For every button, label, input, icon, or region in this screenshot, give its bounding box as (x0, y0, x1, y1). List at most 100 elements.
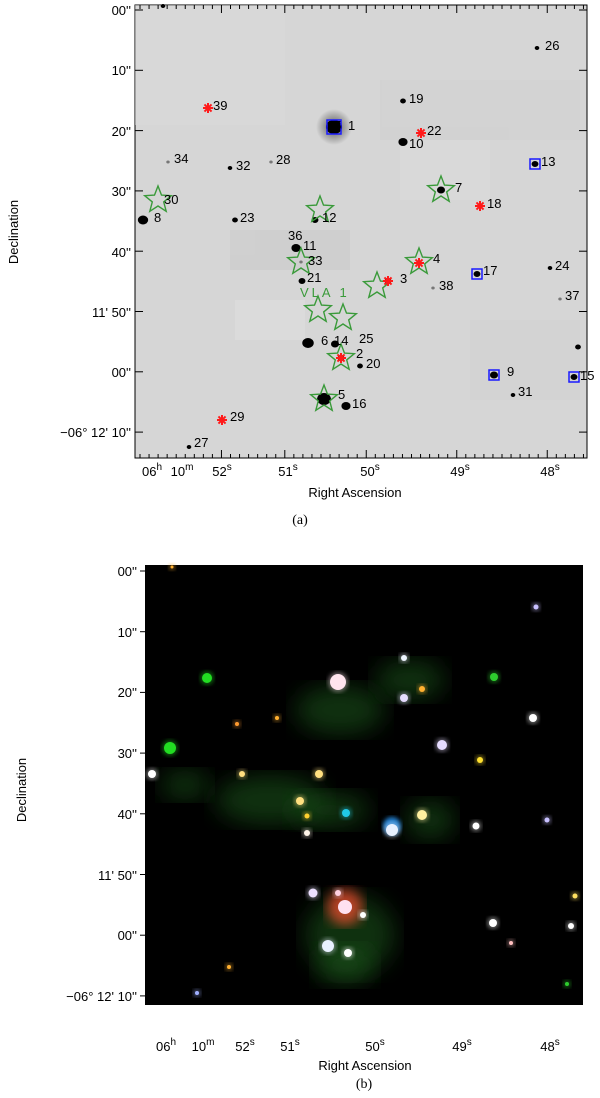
source (572, 893, 578, 899)
panel-b-sources (146, 563, 580, 997)
source (235, 722, 239, 726)
dec-tick-label: 00'' (118, 928, 137, 943)
red-asterisk-marker-icon (336, 353, 346, 363)
source-dot (357, 363, 363, 369)
source-label: 17 (483, 263, 497, 278)
source-label: 16 (352, 396, 366, 411)
source-label: 25 (359, 331, 373, 346)
source (565, 982, 569, 986)
source-dot (489, 371, 499, 379)
source-label: 38 (439, 278, 453, 293)
dec-tick-label: −06° 12' 10'' (60, 425, 131, 440)
panel-a-caption: (a) (292, 513, 308, 528)
source-dot (227, 166, 233, 170)
source-label: 20 (366, 356, 380, 371)
source-label: 7 (455, 180, 462, 195)
source-label: 24 (555, 258, 569, 273)
panel-b: 00'' 10'' 20'' 30'' 40'' 11' 50'' 00'' −… (14, 563, 583, 1092)
blue-square-marker-icon (568, 371, 580, 383)
panel-a-markers (142, 103, 580, 425)
ra-tick-label: 50s (365, 1037, 384, 1054)
source (338, 900, 352, 914)
red-asterisk-marker-icon (217, 415, 227, 425)
dec-tick-label: 10'' (112, 63, 131, 78)
source (568, 923, 574, 929)
source-dot (436, 186, 446, 194)
source-label: 12 (322, 210, 336, 225)
source-dot (166, 160, 170, 164)
source-dot (534, 46, 540, 50)
panel-a-dec-tick-labels: 00'' 10'' 20'' 30'' 40'' 11' 50'' 00'' −… (60, 3, 131, 440)
dec-tick-label: 30'' (118, 746, 137, 761)
source-label: 10 (409, 136, 423, 151)
source-label: 35 (327, 118, 341, 133)
red-asterisk-marker-icon (416, 128, 426, 138)
source-dot (510, 393, 516, 397)
source-label: 3 (400, 271, 407, 286)
source (315, 770, 323, 778)
green-nebulosity (295, 685, 385, 735)
source-dot (400, 98, 406, 104)
source-label: 19 (409, 91, 423, 106)
dec-tick-label: −06° 12' 10'' (66, 989, 137, 1004)
source-label: 26 (545, 38, 559, 53)
source-dot (531, 161, 539, 167)
dec-tick-label: 00'' (112, 365, 131, 380)
source (304, 830, 310, 836)
panel-a-y-axis-title: Declination (6, 200, 21, 264)
panel-b-caption: (b) (356, 1077, 373, 1092)
source (202, 673, 212, 683)
source-dot (291, 244, 301, 252)
ra-tick-label: 51s (280, 1037, 299, 1054)
source (342, 809, 350, 817)
ra-tick-label: 51s (278, 462, 297, 479)
source-label: 4 (433, 251, 440, 266)
source (296, 797, 304, 805)
ra-tick-label: 06h (142, 462, 162, 479)
source (477, 757, 483, 763)
source-label: 11 (303, 238, 317, 253)
ra-tick-label: 50s (360, 462, 379, 479)
green-nebulosity (315, 945, 375, 985)
source-label: 21 (307, 270, 321, 285)
source (533, 604, 539, 610)
source-dot (570, 374, 578, 380)
source (195, 991, 199, 995)
source (227, 965, 231, 969)
source (330, 674, 346, 690)
source-label: 6 (321, 333, 328, 348)
green-star-marker-icon (425, 174, 457, 203)
ra-tick-label: 52s (212, 462, 231, 479)
source-label: 13 (541, 154, 555, 169)
green-nebulosity (160, 770, 210, 800)
source (489, 919, 497, 927)
panel-b-nebulosity (160, 660, 455, 985)
dec-tick-label: 40'' (112, 245, 131, 260)
panel-a-ra-tick-labels: 06h 10m 52s 51s 50s 49s 48s (142, 462, 560, 479)
source-dot (473, 271, 481, 277)
panel-a-x-axis-title: Right Ascension (308, 485, 401, 500)
source-dot (317, 393, 331, 405)
source (490, 673, 498, 681)
source (170, 565, 174, 569)
source (335, 890, 341, 896)
source-label: 30 (164, 192, 178, 207)
source (308, 888, 318, 898)
ra-tick-label: 10m (192, 1037, 215, 1054)
ra-tick-label: 10m (171, 462, 194, 479)
panel-a-ticks (135, 5, 587, 458)
green-nebulosity (405, 800, 455, 840)
ra-tick-label: 48s (540, 1037, 559, 1054)
source-label: 22 (427, 123, 441, 138)
source-label: 18 (487, 196, 501, 211)
source-dot (330, 340, 340, 348)
source-dot (137, 215, 149, 225)
source (472, 822, 480, 830)
source-label: 23 (240, 210, 254, 225)
source-dot (341, 402, 351, 410)
source-dot (298, 278, 306, 284)
source-dot (302, 338, 314, 348)
